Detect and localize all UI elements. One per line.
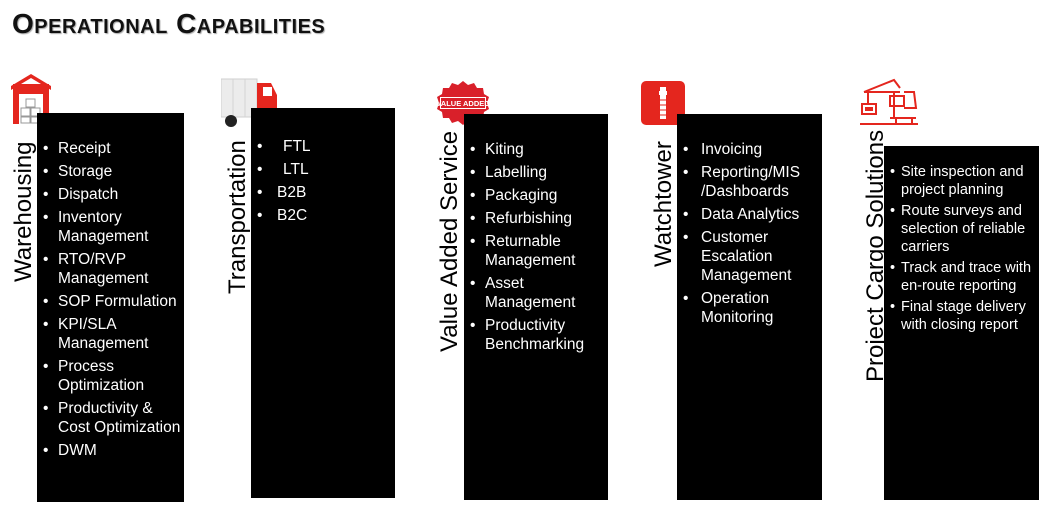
column-label-watchtower: Watchtower [650, 141, 677, 267]
list-item: Reporting/MIS /Dashboards [677, 163, 822, 201]
list-item: B2C [251, 206, 395, 225]
list-item: Operation Monitoring [677, 289, 822, 327]
panel-warehousing: Receipt Storage Dispatch Inventory Manag… [37, 113, 184, 502]
list-item: Site inspection and project planning [884, 163, 1039, 199]
list-item: Asset Management [464, 274, 608, 312]
list-item: Labelling [464, 163, 608, 182]
list-project-cargo: Site inspection and project planning Rou… [884, 163, 1039, 334]
list-item: Productivity & Cost Optimization [37, 399, 184, 437]
column-label-transportation: Transportation [224, 140, 251, 294]
list-item: FTL [251, 137, 395, 156]
list-warehousing: Receipt Storage Dispatch Inventory Manag… [37, 139, 184, 460]
list-item: Productivity Benchmarking [464, 316, 608, 354]
crane-icon [860, 78, 920, 128]
list-item: Final stage delivery with closing report [884, 298, 1039, 334]
list-item: Track and trace with en-route reporting [884, 259, 1039, 295]
list-item: Process Optimization [37, 357, 184, 395]
column-label-value-added-service: Value Added Service [436, 130, 463, 352]
list-item: RTO/RVP Management [37, 250, 184, 288]
list-item: Data Analytics [677, 205, 822, 224]
column-label-warehousing: Warehousing [10, 141, 37, 282]
watchtower-icon [641, 81, 685, 125]
list-transportation: FTL LTL B2B B2C [251, 137, 395, 225]
svg-text:VALUE ADDED: VALUE ADDED [436, 99, 490, 108]
list-item: DWM [37, 441, 184, 460]
list-item: Receipt [37, 139, 184, 158]
warehouse-icon [11, 74, 51, 126]
panel-transportation: FTL LTL B2B B2C [251, 108, 395, 498]
list-item: Refurbishing [464, 209, 608, 228]
list-item: LTL [251, 160, 395, 179]
list-item: Kiting [464, 140, 608, 159]
list-item: SOP Formulation [37, 292, 184, 311]
list-item: Customer Escalation Management [677, 228, 822, 285]
panel-watchtower: Invoicing Reporting/MIS /Dashboards Data… [677, 114, 822, 500]
list-item: Invoicing [677, 140, 822, 159]
list-value-added-service: Kiting Labelling Packaging Refurbishing … [464, 140, 608, 354]
list-item: Storage [37, 162, 184, 181]
list-item: B2B [251, 183, 395, 202]
panel-value-added-service: Kiting Labelling Packaging Refurbishing … [464, 114, 608, 500]
list-item: Inventory Management [37, 208, 184, 246]
list-item: Packaging [464, 186, 608, 205]
panel-project-cargo: Site inspection and project planning Rou… [884, 146, 1039, 500]
list-item: Dispatch [37, 185, 184, 204]
page-title: Operational Capabilities [12, 8, 326, 39]
list-item: Route surveys and selection of reliable … [884, 202, 1039, 256]
list-item: Returnable Management [464, 232, 608, 270]
list-item: KPI/SLA Management [37, 315, 184, 353]
list-watchtower: Invoicing Reporting/MIS /Dashboards Data… [677, 140, 822, 327]
